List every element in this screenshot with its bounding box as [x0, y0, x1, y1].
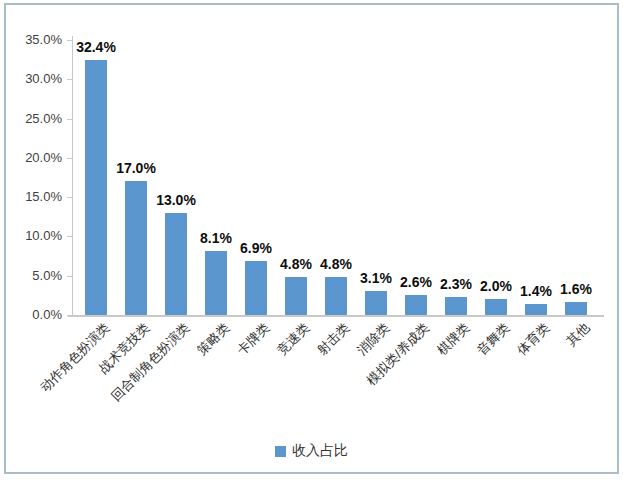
x-axis-category-label: 竞速类	[273, 319, 313, 359]
y-axis-tick-label: 25.0%	[4, 111, 62, 126]
bar	[525, 304, 547, 315]
y-axis-tick-mark	[67, 276, 72, 277]
y-axis-tick-mark	[67, 79, 72, 80]
bar	[205, 251, 227, 315]
bar-value-label: 17.0%	[104, 160, 168, 176]
bar	[285, 277, 307, 315]
y-axis-tick-mark	[67, 197, 72, 198]
bar	[165, 213, 187, 315]
x-axis-category-label: 卡牌类	[233, 319, 273, 359]
y-axis-tick-label: 30.0%	[4, 71, 62, 86]
x-axis-category-label: 棋牌类	[433, 319, 473, 359]
bar	[405, 295, 427, 315]
x-axis-line	[68, 315, 604, 317]
x-axis-category-label: 音舞类	[473, 319, 513, 359]
y-axis-tick-mark	[67, 119, 72, 120]
bar	[485, 299, 507, 315]
y-axis-tick-mark	[67, 158, 72, 159]
plot-area: 35.0% 30.0% 25.0% 20.0% 15.0% 10.0% 5.0% 0.0% 32…	[0, 0, 623, 487]
y-axis-line	[72, 36, 73, 315]
bar-value-label: 6.9%	[224, 240, 288, 256]
x-axis-category-label: 体育类	[513, 319, 553, 359]
y-axis-tick-label: 15.0%	[4, 189, 62, 204]
legend-marker-swatch	[275, 446, 286, 457]
legend: 收入占比	[0, 442, 623, 460]
y-axis-tick-label: 5.0%	[4, 268, 62, 283]
y-axis-tick-label: 0.0%	[4, 307, 62, 322]
x-axis-category-label: 其他	[563, 319, 594, 350]
x-axis-category-label: 策略类	[193, 319, 233, 359]
bar	[445, 297, 467, 315]
bar	[365, 291, 387, 315]
y-axis-tick-mark	[67, 236, 72, 237]
bar-value-label: 32.4%	[64, 39, 128, 55]
bar-value-label: 1.6%	[544, 281, 608, 297]
y-axis-tick-mark	[67, 315, 72, 316]
y-axis-tick-label: 20.0%	[4, 150, 62, 165]
chart-image: 35.0% 30.0% 25.0% 20.0% 15.0% 10.0% 5.0% 0.0% 32…	[0, 0, 623, 487]
y-axis-tick-label: 10.0%	[4, 228, 62, 243]
bar	[565, 302, 587, 315]
legend-label: 收入占比	[292, 442, 348, 460]
y-axis-tick-label: 35.0%	[4, 32, 62, 47]
bar-value-label: 13.0%	[144, 192, 208, 208]
x-axis-category-label: 射击类	[313, 319, 353, 359]
bar	[85, 60, 107, 315]
